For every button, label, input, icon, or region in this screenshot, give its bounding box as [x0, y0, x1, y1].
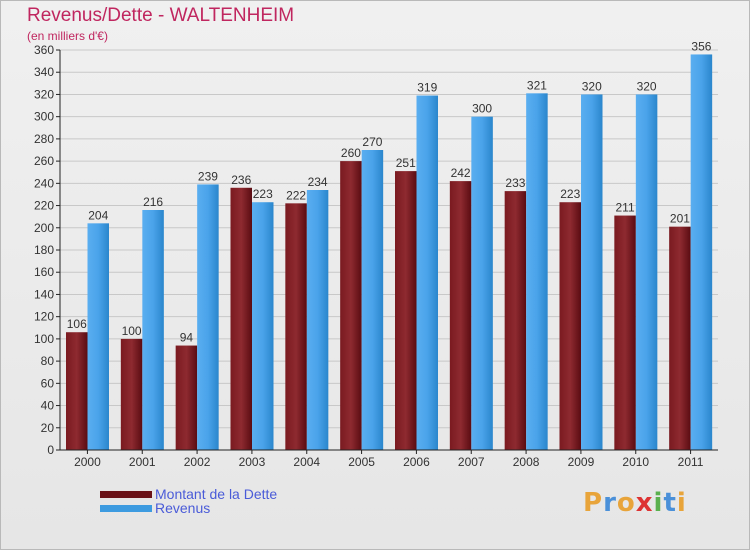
- y-tick-label: 120: [34, 310, 54, 324]
- y-tick-label: 360: [34, 43, 54, 57]
- data-label-dette: 211: [616, 201, 635, 215]
- x-tick-label: 2002: [184, 455, 211, 469]
- x-tick-label: 2000: [74, 455, 101, 469]
- x-tick-label: 2003: [239, 455, 266, 469]
- y-tick-label: 160: [34, 265, 54, 279]
- bar-dette: [504, 191, 527, 450]
- logo-letter: o: [616, 488, 636, 518]
- bar-revenus: [361, 150, 384, 450]
- x-tick-label: 2001: [129, 455, 156, 469]
- data-label-dette: 100: [122, 324, 142, 338]
- logo-letter: P: [583, 488, 604, 518]
- data-label-revenus: 356: [691, 39, 711, 53]
- y-tick-label: 260: [34, 154, 54, 168]
- data-label-revenus: 234: [308, 175, 328, 189]
- legend-item-dette: Montant de la Dette: [100, 486, 278, 502]
- legend-label-dette: Montant de la Dette: [155, 486, 278, 502]
- axes: 0 20 40 60 80 100 120 140 160 180 200 220 240 260 280 3…: [34, 43, 718, 469]
- x-tick-label: 2004: [293, 455, 320, 469]
- chart-subtitle: (en milliers d'€): [27, 29, 108, 43]
- bar-revenus: [252, 202, 274, 450]
- legend-label-revenus: Revenus: [155, 500, 211, 516]
- x-tick-label: 2006: [403, 455, 430, 469]
- bar-dette: [449, 181, 472, 450]
- logo-letter: x: [635, 488, 654, 518]
- data-label-revenus: 320: [582, 79, 602, 93]
- y-tick-label: 80: [41, 354, 55, 368]
- x-tick-label: 2008: [513, 455, 540, 469]
- bar-dette: [340, 161, 362, 450]
- data-label-dette: 251: [396, 156, 416, 170]
- logo-letter: t: [663, 488, 677, 518]
- legend-item-revenus: Revenus: [100, 500, 211, 516]
- logo-letter: i: [676, 488, 687, 518]
- bar-revenus: [197, 184, 219, 450]
- bar-dette: [669, 226, 691, 450]
- bar-revenus: [87, 223, 109, 450]
- proxiti-logo: Proxiti: [583, 488, 687, 518]
- y-tick-label: 240: [34, 176, 54, 190]
- y-tick-label: 0: [47, 443, 54, 457]
- bar-revenus: [416, 95, 438, 451]
- bar-revenus: [471, 116, 493, 451]
- chart-title: Revenus/Dette - WALTENHEIM: [27, 5, 295, 26]
- bar-revenus: [142, 210, 164, 450]
- data-label-revenus: 204: [88, 208, 108, 222]
- data-label-revenus: 319: [417, 81, 437, 95]
- bar-revenus: [526, 93, 548, 450]
- grid-lines: [60, 49, 718, 451]
- data-label-dette: 201: [670, 212, 690, 226]
- x-tick-label: 2010: [622, 455, 649, 469]
- y-tick-label: 60: [41, 376, 55, 390]
- y-tick-label: 40: [41, 399, 55, 413]
- data-label-revenus: 216: [143, 195, 163, 209]
- bar-dette: [175, 345, 198, 450]
- y-tick-label: 320: [34, 87, 54, 101]
- y-tick-label: 140: [34, 287, 54, 301]
- y-tick-label: 100: [34, 332, 54, 346]
- x-tick-label: 2009: [568, 455, 595, 469]
- x-tick-label: 2005: [348, 455, 375, 469]
- bar-dette: [230, 187, 252, 450]
- bar-dette: [614, 215, 636, 450]
- data-label-revenus: 300: [472, 102, 492, 116]
- y-tick-label: 280: [34, 132, 54, 146]
- bar-revenus: [635, 94, 658, 450]
- y-tick-label: 200: [34, 221, 54, 235]
- legend-swatch-revenus: [100, 504, 152, 512]
- bar-dette: [120, 338, 143, 450]
- bar-dette: [66, 332, 88, 450]
- data-label-revenus: 239: [198, 169, 218, 183]
- logo-letter: i: [653, 488, 664, 518]
- y-tick-label: 180: [34, 243, 54, 257]
- bar-dette: [285, 203, 307, 450]
- data-label-revenus: 223: [253, 187, 273, 201]
- data-label-revenus: 321: [527, 78, 547, 92]
- data-label-dette: 233: [505, 176, 525, 190]
- x-tick-label: 2007: [458, 455, 485, 469]
- data-label-dette: 106: [67, 317, 87, 331]
- data-label-dette: 222: [286, 188, 306, 202]
- legend-swatch-dette: [100, 490, 152, 498]
- y-tick-label: 20: [41, 421, 55, 435]
- data-label-dette: 236: [231, 173, 251, 187]
- bar-revenus: [306, 190, 329, 450]
- data-label-dette: 242: [451, 166, 471, 180]
- data-label-revenus: 320: [637, 79, 657, 93]
- bar-dette: [395, 171, 417, 450]
- bar-revenus: [581, 94, 603, 450]
- y-tick-label: 340: [34, 65, 54, 79]
- logo-letter: r: [603, 488, 617, 518]
- bar-revenus: [690, 54, 713, 450]
- data-label-dette: 260: [341, 146, 361, 160]
- data-label-revenus: 270: [362, 135, 382, 149]
- data-label-dette: 94: [180, 331, 194, 345]
- bar-dette: [559, 202, 581, 450]
- y-tick-label: 300: [34, 110, 54, 124]
- data-label-dette: 223: [560, 187, 580, 201]
- y-tick-label: 220: [34, 199, 54, 213]
- x-tick-label: 2011: [678, 455, 704, 469]
